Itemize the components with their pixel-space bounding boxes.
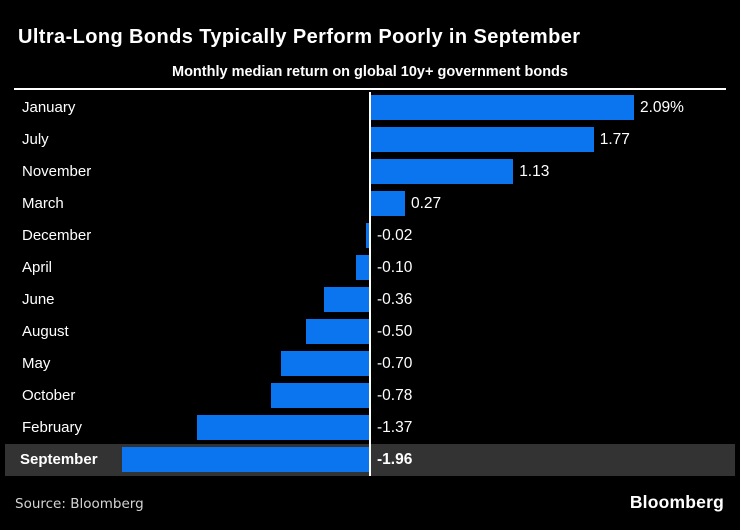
category-label: October [22, 387, 76, 404]
bar-row-april: April -0.10 [0, 252, 740, 284]
bar-row-march: March 0.27 [0, 188, 740, 220]
bar [122, 447, 369, 472]
value-label: -0.36 [377, 291, 413, 308]
category-label: March [22, 195, 64, 212]
category-label: August [22, 323, 69, 340]
bar-row-december: December -0.02 [0, 220, 740, 252]
bar [366, 223, 369, 248]
value-label: -0.70 [377, 355, 413, 372]
chart-subtitle: Monthly median return on global 10y+ gov… [172, 64, 568, 80]
category-label: September [20, 451, 98, 468]
value-label: -1.37 [377, 419, 413, 436]
source-label: Source: Bloomberg [15, 496, 144, 512]
value-label: 1.13 [519, 163, 550, 180]
bar [196, 415, 369, 440]
bar [306, 319, 369, 344]
bar-row-july: July 1.77 [0, 124, 740, 156]
value-label: -0.50 [377, 323, 413, 340]
category-label: November [22, 163, 92, 180]
bar-rows: January 2.09% July 1.77 November 1.13 March 0.2… [0, 92, 740, 476]
value-label: 2.09% [640, 99, 684, 116]
bar-row-june: June -0.36 [0, 284, 740, 316]
bar-row-february: February -1.37 [0, 412, 740, 444]
bar [371, 191, 405, 216]
category-label: July [22, 131, 49, 148]
category-label: April [22, 259, 53, 276]
bar [323, 287, 369, 312]
bar [280, 351, 369, 376]
bar [371, 159, 514, 184]
category-label: December [22, 227, 92, 244]
bar-row-may: May -0.70 [0, 348, 740, 380]
bar [356, 255, 369, 280]
zero-axis-line [369, 92, 371, 476]
bar-row-october: October -0.78 [0, 380, 740, 412]
value-label: -1.96 [377, 451, 413, 468]
category-label: June [22, 291, 55, 308]
bar [371, 127, 594, 152]
value-label: 0.27 [410, 195, 442, 212]
value-label: -0.02 [377, 227, 413, 244]
chart-title: Ultra-Long Bonds Typically Perform Poorl… [18, 26, 581, 48]
category-label: May [22, 355, 51, 372]
bar-row-january: January 2.09% [0, 92, 740, 124]
value-label: -0.10 [377, 259, 413, 276]
bar-row-november: November 1.13 [0, 156, 740, 188]
value-label: 1.77 [599, 131, 630, 148]
bar-row-august: August -0.50 [0, 316, 740, 348]
value-label: -0.78 [377, 387, 413, 404]
category-label: February [22, 419, 83, 436]
bar [371, 95, 634, 120]
bloomberg-logo: Bloomberg [629, 492, 724, 512]
top-axis-rule [14, 88, 726, 90]
category-label: January [22, 99, 76, 116]
bar [270, 383, 369, 408]
